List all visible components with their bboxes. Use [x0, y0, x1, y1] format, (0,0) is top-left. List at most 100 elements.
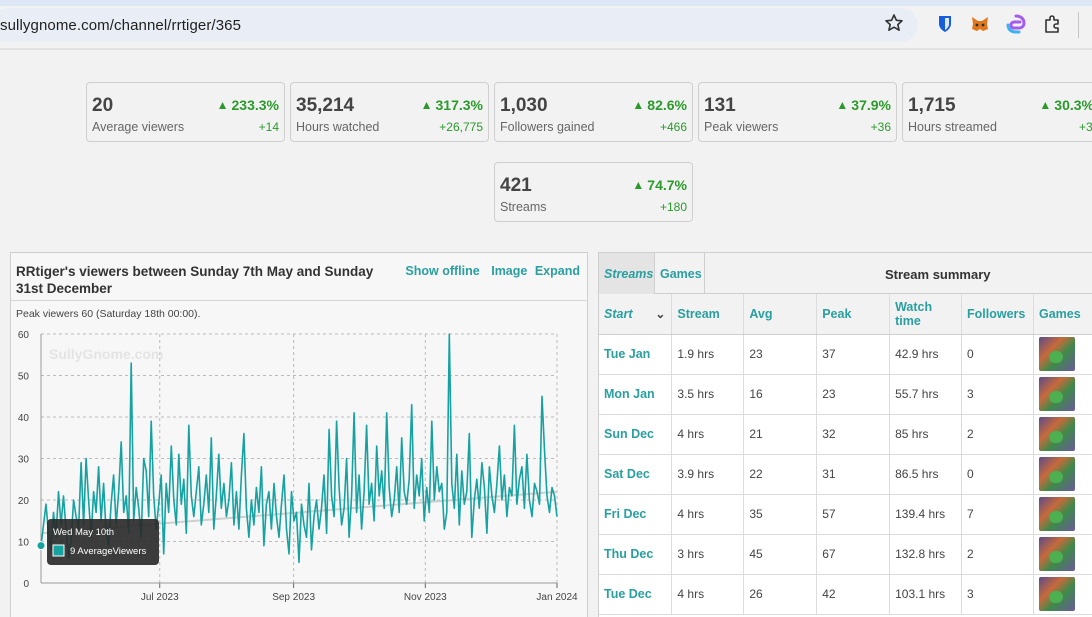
y-tick-label: 10 — [18, 538, 30, 549]
stat-delta: +466 — [659, 120, 687, 134]
cell-avg: 21 — [743, 414, 818, 455]
metamask-icon[interactable] — [969, 13, 991, 35]
game-thumbnail[interactable] — [1038, 577, 1075, 611]
cell-start[interactable]: Mon Jan — [599, 374, 673, 415]
cell-followers: 0 — [961, 454, 1034, 495]
stat-value: 1,715 — [908, 95, 956, 116]
x-tick-label: Nov 2023 — [404, 592, 447, 603]
expand-link[interactable]: Expand — [534, 264, 580, 278]
stat-card-average-viewers: 20 Average viewers ▲ 233.3% +14 — [86, 82, 285, 142]
cell-watch-time: 42.9 hrs — [889, 334, 963, 375]
y-tick-label: 40 — [18, 413, 30, 424]
cell-peak: 57 — [816, 494, 891, 535]
tab-streams[interactable]: Streams — [599, 253, 655, 294]
y-tick-label: 60 — [18, 330, 30, 341]
chevron-down-icon[interactable]: ⌄ — [655, 306, 666, 321]
table-row[interactable]: Sat Dec 3.9 hrs 22 31 86.5 hrs 0 — [599, 454, 1092, 495]
tooltip-value: 9 AverageViewers — [70, 546, 146, 557]
game-thumbnail[interactable] — [1038, 337, 1075, 371]
game-thumbnail[interactable] — [1038, 377, 1075, 411]
bitwarden-icon[interactable] — [934, 13, 956, 35]
cell-avg: 16 — [743, 374, 818, 415]
image-link[interactable]: Image — [491, 264, 528, 278]
stat-percent: ▲ 82.6% — [632, 97, 687, 113]
y-tick-label: 20 — [18, 496, 30, 507]
cell-watch-time: 139.4 hrs — [889, 494, 963, 535]
tabs-row: Streams Games Stream summary — [599, 253, 1092, 294]
cell-followers: 3 — [961, 374, 1034, 415]
game-thumbnail[interactable] — [1038, 537, 1075, 571]
address-bar[interactable]: sullygnome.com/channel/rrtiger/365 — [0, 8, 918, 42]
stat-label: Peak viewers — [704, 120, 779, 134]
cell-stream: 4 hrs — [671, 494, 745, 535]
cell-start[interactable]: Sun Dec — [599, 414, 673, 455]
column-header-followers[interactable]: Followers — [961, 294, 1034, 335]
cell-stream: 1.9 hrs — [671, 334, 745, 375]
toolbar-divider — [1078, 12, 1079, 38]
cell-games — [1033, 414, 1092, 455]
x-tick-label: Jan 2024 — [536, 592, 578, 603]
stat-percent: ▲ 37.9% — [836, 97, 891, 113]
stat-value: 131 — [704, 95, 736, 116]
arrow-up-icon: ▲ — [216, 98, 229, 112]
column-header-watch-time[interactable]: Watch time — [889, 294, 963, 335]
cell-start[interactable]: Sat Dec — [599, 454, 673, 495]
table-row[interactable]: Fri Dec 4 hrs 35 57 139.4 hrs 7 — [599, 494, 1092, 535]
arrow-up-icon: ▲ — [836, 98, 849, 112]
cell-start[interactable]: Tue Jan — [599, 334, 673, 375]
cell-watch-time: 86.5 hrs — [889, 454, 963, 495]
stat-delta: +398 — [1078, 120, 1092, 134]
cell-followers: 2 — [961, 534, 1034, 575]
y-tick-label: 0 — [23, 579, 29, 590]
viewers-line-chart[interactable]: 0 10 20 30 40 50 60 Jul 2023 Sep 2023 Nov 2023 Jan… — [11, 323, 587, 617]
extensions-icon[interactable] — [1041, 13, 1063, 35]
show-offline-link[interactable]: Show offline — [405, 264, 480, 278]
toolbar-bottom-border — [0, 48, 1092, 50]
stat-delta: +36 — [870, 120, 891, 134]
cell-peak: 31 — [816, 454, 891, 495]
table-row[interactable]: Thu Dec 3 hrs 45 67 132.8 hrs 2 — [599, 534, 1092, 575]
game-thumbnail[interactable] — [1038, 417, 1075, 451]
address-url[interactable]: sullygnome.com/channel/rrtiger/365 — [0, 17, 242, 34]
column-header-stream[interactable]: Stream — [671, 294, 745, 335]
column-header-avg[interactable]: Avg — [743, 294, 818, 335]
tab-games[interactable]: Games — [655, 253, 705, 294]
hover-point[interactable] — [36, 541, 46, 551]
cell-start[interactable]: Fri Dec — [599, 494, 673, 535]
column-header-peak[interactable]: Peak — [816, 294, 891, 335]
chart-links: Show offline Image Expand — [397, 264, 580, 278]
cell-followers: 3 — [961, 574, 1034, 615]
stat-label: Hours streamed — [908, 120, 997, 134]
cell-peak: 23 — [816, 374, 891, 415]
bookmark-star-icon[interactable] — [884, 13, 904, 33]
arrow-up-icon: ▲ — [632, 178, 645, 192]
table-row[interactable]: Tue Dec 4 hrs 26 42 103.1 hrs 3 — [599, 574, 1092, 615]
column-header-games[interactable]: Games — [1033, 294, 1092, 335]
table-row[interactable]: Sun Dec 4 hrs 21 32 85 hrs 2 — [599, 414, 1092, 455]
x-tick-label: Jul 2023 — [141, 592, 179, 603]
cell-start[interactable]: Tue Dec — [599, 574, 673, 615]
cell-stream: 4 hrs — [671, 414, 745, 455]
stat-delta: +14 — [258, 120, 279, 134]
game-thumbnail[interactable] — [1038, 457, 1075, 491]
stat-percent: ▲ 233.3% — [216, 97, 279, 113]
column-header-start[interactable]: Start ⌄ — [599, 294, 673, 335]
chart-divider — [11, 300, 587, 301]
cell-peak: 32 — [816, 414, 891, 455]
table-row[interactable]: Mon Jan 3.5 hrs 16 23 55.7 hrs 3 — [599, 374, 1092, 415]
cell-avg: 26 — [743, 574, 818, 615]
chart-watermark: SullyGnome.com — [49, 346, 163, 362]
table-header-row: Start ⌄ Stream Avg Peak Watch time Follow… — [599, 294, 1092, 335]
average-viewers-series-line[interactable] — [40, 333, 558, 564]
viewers-chart-panel: RRtiger's viewers between Sunday 7th May… — [10, 252, 588, 617]
stat-label: Streams — [500, 200, 547, 214]
game-thumbnail[interactable] — [1038, 497, 1075, 531]
copilot-icon[interactable] — [1005, 13, 1027, 35]
cell-watch-time: 103.1 hrs — [889, 574, 963, 615]
table-row[interactable]: Tue Jan 1.9 hrs 23 37 42.9 hrs 0 — [599, 334, 1092, 375]
cell-start[interactable]: Thu Dec — [599, 534, 673, 575]
cell-peak: 42 — [816, 574, 891, 615]
cell-followers: 2 — [961, 414, 1034, 455]
x-tick-label: Sep 2023 — [272, 592, 315, 603]
stream-summary-title: Stream summary — [885, 267, 991, 282]
